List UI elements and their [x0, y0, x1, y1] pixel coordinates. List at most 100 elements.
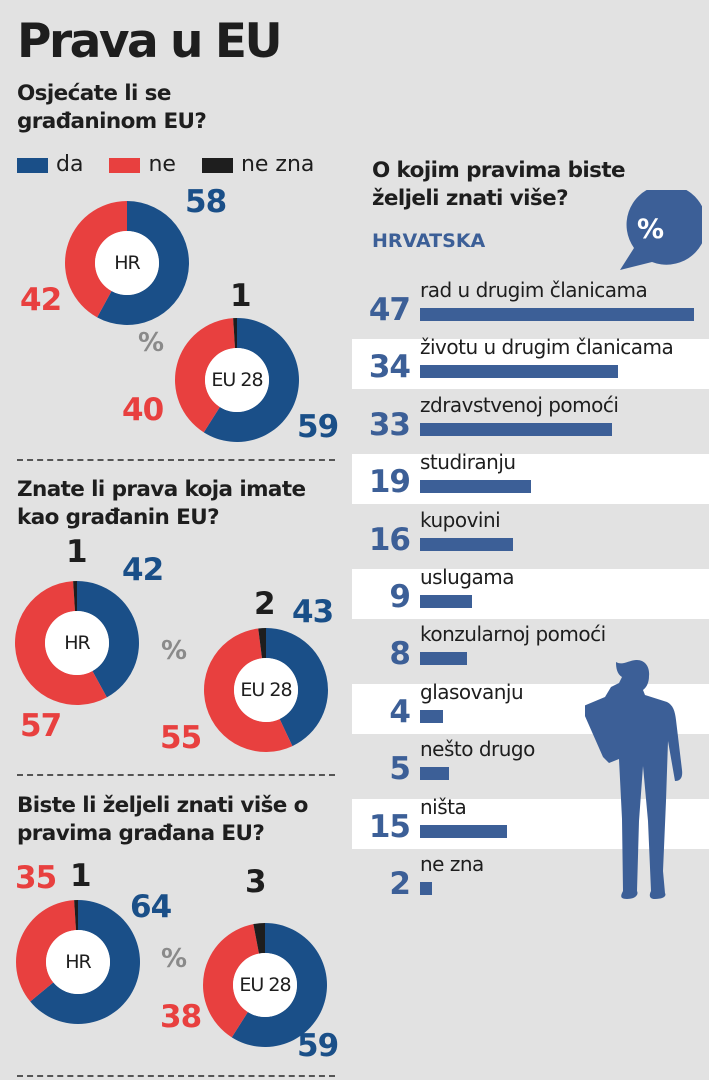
legend-label: ne zna	[240, 152, 315, 177]
percent-label: %	[138, 328, 165, 358]
legend-swatch	[201, 157, 233, 173]
bar-row: 34 životu u drugim članicama	[352, 335, 709, 390]
bar	[420, 882, 432, 895]
bar-row: 5 nešto drugo	[352, 737, 709, 791]
bar-label: zdravstvenoj pomoći	[420, 392, 619, 417]
donut-segment-da	[266, 628, 328, 747]
donut-segment-ne	[64, 201, 127, 318]
legend-swatch	[109, 157, 141, 173]
bar	[420, 480, 531, 494]
donut-segment-ne_zna	[73, 581, 77, 612]
bar-label: studiranju	[420, 450, 516, 475]
donut-center	[46, 930, 110, 994]
value-ne-zna: 3	[245, 864, 267, 900]
bubble-percent: %	[637, 214, 665, 245]
bar-row: 16 kupovini	[352, 508, 709, 562]
bar-value: 19	[368, 464, 411, 501]
donut-segment-da	[77, 581, 139, 698]
value-da: 42	[122, 552, 164, 588]
bar	[420, 422, 613, 436]
value-ne: 40	[122, 392, 164, 428]
bar-chart-subtitle: HRVATSKA	[372, 230, 486, 252]
bar-row: 47 rad u drugim članicama	[352, 278, 709, 332]
bar-value: 33	[368, 406, 411, 443]
donut-segment-ne_zna	[233, 318, 237, 349]
bar-value: 9	[389, 579, 411, 615]
legend-label: ne	[148, 152, 176, 177]
bar-value: 5	[389, 751, 411, 788]
page-title: Prava u EU	[17, 14, 283, 69]
bar-row: 33 zdravstvenoj pomoći	[352, 393, 709, 447]
bar-value: 15	[368, 808, 411, 845]
value-da: 43	[292, 594, 334, 630]
donut-center-label: HR	[65, 951, 91, 973]
divider	[17, 1075, 335, 1077]
question-3-title: Biste li željeli znati više o pravima gr…	[17, 793, 308, 846]
donut-center	[95, 231, 159, 295]
value-ne-zna: 2	[254, 586, 276, 622]
bar-label: uslugama	[420, 565, 515, 589]
value-ne: 57	[20, 708, 62, 744]
bar-value: 47	[368, 292, 411, 328]
bar-row: 19 studiranju	[352, 450, 709, 505]
donut-center-label: EU 28	[240, 679, 292, 701]
value-da: 64	[130, 889, 172, 925]
question-2-title: Znate li prava koja imate kao građanin E…	[17, 477, 306, 530]
bar-value: 8	[389, 636, 411, 673]
bar	[420, 308, 694, 321]
bar-label: ništa	[420, 794, 467, 819]
bar-value: 2	[389, 866, 411, 902]
donut-center	[45, 611, 109, 675]
divider	[17, 774, 335, 776]
legend-item-ne: ne	[109, 152, 176, 177]
donut-segment-da	[30, 900, 140, 1024]
value-ne-zna: 1	[66, 534, 88, 570]
bar-row: 8 konzularnoj pomoći	[352, 622, 709, 676]
donut-segment-da	[97, 201, 189, 326]
donut-center-label: HR	[64, 632, 90, 654]
speech-bubble-icon	[620, 190, 702, 270]
bar	[420, 709, 444, 723]
legend: da ne ne zna	[17, 152, 314, 177]
donut-segment-ne	[14, 581, 107, 705]
legend-swatch	[17, 157, 48, 173]
value-ne-zna: 1	[230, 278, 252, 314]
donut-segment-ne	[202, 924, 260, 1038]
donut-segment-da	[231, 923, 327, 1047]
donut-segment-ne	[174, 318, 235, 433]
bar	[420, 767, 450, 781]
bar	[420, 652, 467, 666]
value-ne: 35	[15, 860, 57, 896]
legend-item-da: da	[17, 152, 83, 177]
donut-center	[234, 658, 298, 722]
divider	[17, 459, 335, 461]
donut-segment-ne_zna	[74, 900, 78, 931]
legend-item-ne_zna: ne zna	[201, 152, 315, 177]
bar	[420, 595, 473, 608]
value-da: 58	[185, 184, 227, 220]
question-1-title: Osjećate li se građaninom EU?	[17, 81, 207, 134]
value-da: 59	[297, 1028, 339, 1064]
bar-label: životu u drugim članicama	[420, 335, 674, 360]
bar-row: 9 uslugama	[352, 565, 709, 619]
donut-segment-da	[203, 318, 299, 442]
bar-label: nešto drugo	[420, 737, 535, 762]
bar-label: kupovini	[420, 507, 501, 532]
bar-value: 16	[368, 521, 411, 558]
bar-label: glasovanju	[420, 679, 524, 704]
donut-center-label: EU 28	[239, 974, 291, 996]
value-ne-zna: 1	[70, 858, 92, 894]
bar-chart-title: O kojim pravima biste željeli znati više…	[372, 158, 626, 211]
value-ne: 55	[160, 720, 202, 756]
bar	[420, 824, 508, 838]
percent-label: %	[161, 944, 188, 974]
legend-label: da	[56, 152, 84, 177]
bar	[420, 537, 514, 551]
donut-center	[205, 348, 269, 412]
person-silhouette-icon	[585, 660, 683, 899]
bar-row: 2 ne zna	[352, 852, 709, 906]
value-ne: 38	[160, 999, 202, 1035]
donut-center-label: HR	[114, 252, 140, 274]
donut-segment-ne	[15, 900, 76, 1002]
